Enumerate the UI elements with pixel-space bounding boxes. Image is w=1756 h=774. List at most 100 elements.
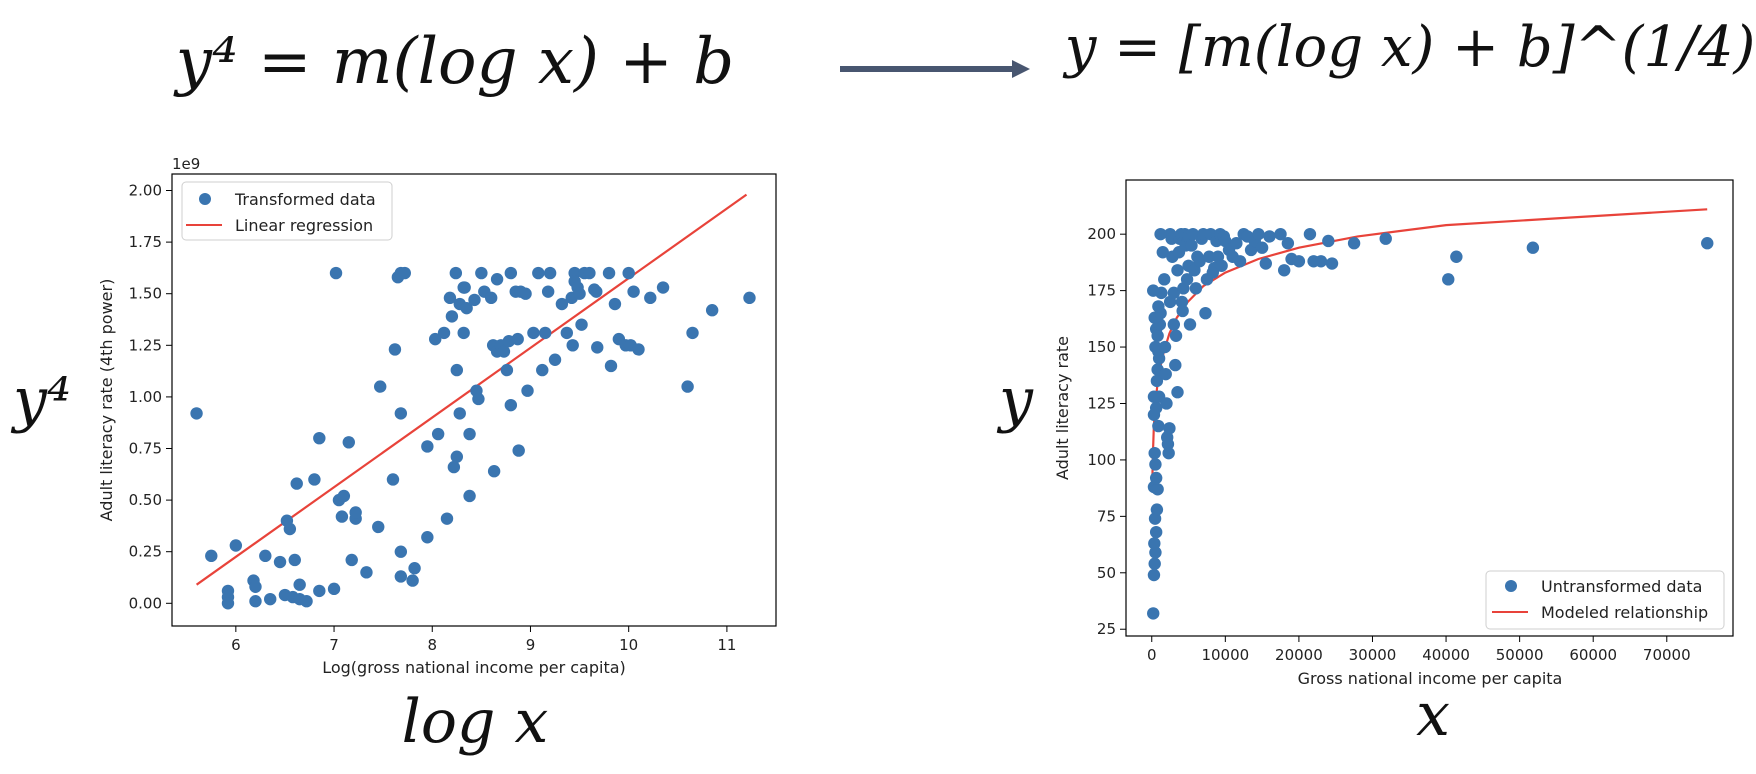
legend-marker-transformed-data	[199, 193, 211, 205]
right-chart-y-tick-label: 200	[1087, 225, 1116, 243]
right-chart-data-point	[1188, 264, 1201, 277]
left-chart-data-point	[560, 326, 574, 340]
right-chart-data-point	[1154, 227, 1167, 241]
right-chart-data-point	[1148, 537, 1161, 550]
left-chart-y-tick-label: 0.25	[129, 543, 162, 561]
right-chart-data-point	[1180, 273, 1194, 286]
left-chart-data-point	[388, 343, 402, 356]
right-chart-data-point	[1161, 437, 1175, 451]
left-chart-data-point	[249, 580, 262, 593]
right-chart-data-point	[1347, 237, 1361, 250]
left-chart-data-point	[573, 287, 586, 300]
left-chart-data-point	[490, 273, 504, 286]
right-chart-data-point	[1156, 246, 1169, 259]
left-chart-data-point	[445, 310, 459, 323]
left-chart-data-point	[429, 332, 442, 346]
left-chart-data-point	[421, 531, 434, 544]
left-chart-data-point	[521, 384, 534, 397]
right-chart-data-point	[1152, 300, 1165, 313]
equation-left: y⁴ = m(log x) + b	[173, 25, 734, 99]
left-chart-data-point	[632, 343, 645, 356]
left-chart-data-point	[457, 326, 470, 340]
right-chart-data-point	[1149, 546, 1162, 559]
left-chart-x-tick-label: 9	[526, 636, 536, 654]
right-chart-data-point	[1148, 446, 1161, 460]
left-chart-data-point	[221, 597, 235, 610]
left-chart-data-point	[575, 318, 588, 331]
right-chart-data-point	[1149, 401, 1163, 415]
right-chart-y-tick-label: 50	[1097, 564, 1116, 582]
right-chart-data-point	[1147, 607, 1160, 620]
legend-marker-untransformed-data	[1505, 580, 1517, 592]
right-chart-data-point	[1175, 295, 1189, 309]
right-chart-data-point	[1442, 273, 1455, 286]
right-chart-data-point	[1233, 255, 1247, 268]
left-chart-data-point	[259, 549, 272, 563]
left-chart-data-point	[337, 489, 351, 503]
right-chart-data-point	[1171, 385, 1184, 399]
right-chart-y-tick-label: 175	[1087, 282, 1116, 300]
right-chart-data-point	[1176, 304, 1189, 318]
right-chart-data-point	[1150, 503, 1164, 516]
left-chart-data-point	[504, 398, 518, 412]
right-chart-data-point	[1149, 471, 1163, 485]
right-chart-data-point	[1277, 264, 1291, 277]
left-chart-data-point	[532, 266, 545, 280]
legend-label-transformed-data: Transformed data	[234, 190, 376, 209]
arrow-icon	[840, 60, 1030, 78]
right-chart-y-tick-label: 25	[1097, 620, 1116, 638]
left-chart-data-point	[421, 440, 434, 453]
left-chart-data-point	[500, 363, 514, 377]
right-chart-data-point	[1199, 306, 1212, 320]
left-chart-x-tick-label: 7	[329, 636, 339, 654]
right-model-curve-layer	[1151, 208, 1708, 488]
right-chart-data-point	[1149, 458, 1162, 471]
left-chart-data-point	[527, 326, 540, 340]
right-chart-data-point	[1147, 390, 1161, 403]
left-chart-data-point	[602, 266, 616, 280]
right-chart-data-point	[1263, 230, 1276, 243]
right-chart-x-tick-label: 70000	[1643, 646, 1691, 664]
right-chart-data-point	[1281, 237, 1295, 250]
right-chart-x-tick-label: 40000	[1422, 646, 1470, 664]
left-chart-data-point	[460, 301, 473, 315]
left-chart-data-point	[475, 266, 488, 280]
left-chart-data-point	[458, 281, 471, 294]
equation-right: y = [m(log x) + b]^(1/4)	[1062, 15, 1756, 80]
right-chart-data-point	[1167, 286, 1181, 300]
right-chart-data-point	[1151, 483, 1164, 496]
right-chart-data-point	[1169, 358, 1182, 372]
left-chart-data-point	[686, 326, 699, 340]
right-chart-data-point	[1303, 227, 1317, 241]
left-chart-data-point	[449, 266, 463, 280]
right-chart-data-point	[1193, 255, 1206, 268]
left-chart-data-point	[440, 512, 454, 525]
left-chart-data-point	[487, 465, 501, 478]
left-chart-data-point	[205, 549, 218, 563]
left-chart-data-point	[335, 510, 349, 523]
right-chart-ticks: 0 10000 20000 30000 40000 50000 60000 70000 25 50…	[1087, 225, 1690, 664]
left-chart-y-axis-label: Adult literacy rate (4th power)	[97, 279, 116, 522]
right-chart-x-tick-label: 60000	[1569, 646, 1617, 664]
left-chart-data-point	[398, 266, 411, 280]
left-chart-x-math-label: log x	[402, 687, 549, 757]
left-chart-data-point	[288, 553, 301, 567]
left-chart-data-point	[327, 582, 341, 596]
right-chart-x-tick-label: 20000	[1275, 646, 1323, 664]
left-chart-data-point	[386, 473, 400, 486]
right-chart-data-point	[1322, 234, 1335, 248]
left-chart-data-point	[590, 285, 603, 298]
right-chart-data-point	[1701, 237, 1714, 250]
left-chart-data-point	[450, 450, 464, 463]
left-chart-frame	[171, 173, 777, 627]
right-chart-data-point	[1259, 257, 1272, 270]
left-chart-y-tick-label: 0.50	[129, 491, 162, 509]
legend-label-untransformed-data: Untransformed data	[1541, 577, 1702, 596]
left-chart-data-point	[743, 291, 756, 305]
left-chart-data-point	[681, 380, 694, 393]
left-chart-data-point	[360, 566, 373, 579]
right-chart-x-tick-label: 30000	[1349, 646, 1397, 664]
right-chart-data-point	[1202, 250, 1216, 263]
left-chart-data-point	[394, 570, 408, 583]
left-scatter-chart: 6 7 8 9 10 11 0.00 0.25 0.50 0.75 1.00 1.25 1.50 1.75…	[97, 155, 777, 677]
